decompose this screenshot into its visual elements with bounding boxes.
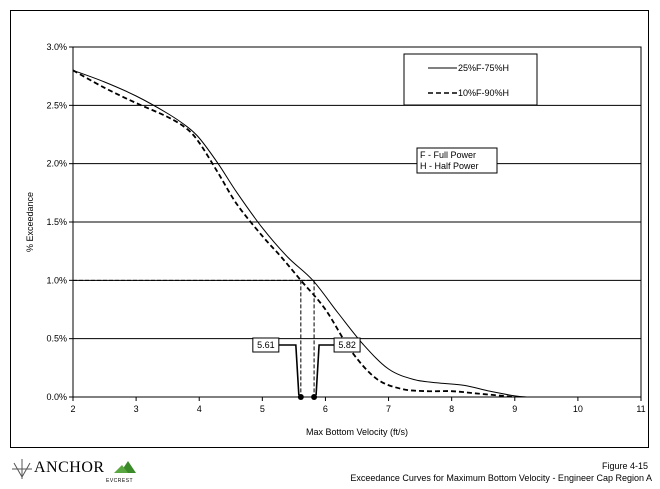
y-tick-label: 0.0%	[46, 392, 67, 402]
value-label-leader	[278, 344, 300, 396]
power-note: F - Full Power H - Half Power	[416, 147, 498, 174]
y-tick-label: 1.5%	[46, 217, 67, 227]
y-axis-title: % Exceedance	[25, 192, 35, 252]
x-tick-label: 5	[260, 404, 265, 414]
value-label-leader	[315, 344, 335, 396]
reference-marker	[297, 394, 304, 400]
y-tick-label: 3.0%	[46, 42, 67, 52]
x-tick-label: 2	[70, 404, 75, 414]
anchor-logo	[12, 459, 136, 479]
x-tick-label: 10	[573, 404, 583, 414]
series-layer	[72, 69, 528, 398]
x-tick-label: 6	[323, 404, 328, 414]
reference-marker	[311, 394, 318, 400]
tick-layer: 0.0% 0.5% 1.0% 1.5% 2.0% 2.5% 3.0% 2 3 4 5 6 7 8 9 10 11	[46, 42, 645, 414]
legend: 25%F-75%H 10%F-90%H	[403, 53, 538, 106]
y-tick-label: 0.5%	[46, 334, 67, 344]
legend-label-series-2: 10%F-90%H	[458, 88, 509, 98]
evcrest-mountain-icon	[114, 461, 136, 473]
power-note-box	[416, 147, 498, 174]
power-note-line-1: F - Full Power	[420, 150, 476, 160]
grid-layer	[73, 46, 641, 398]
x-tick-label: 3	[134, 404, 139, 414]
y-tick-label: 2.5%	[46, 100, 67, 110]
evcrest-logo-text: EVCREST	[106, 478, 134, 484]
value-label-text: 5.82	[338, 340, 356, 350]
x-tick-label: 7	[386, 404, 391, 414]
series-line-1	[72, 69, 528, 398]
x-tick-label: 4	[197, 404, 202, 414]
chart-frame: 0.0% 0.5% 1.0% 1.5% 2.0% 2.5% 3.0% 2 3 4 5 6 7 8 9 10 11…	[10, 10, 649, 448]
figure-caption: Exceedance Curves for Maximum Bottom Vel…	[350, 473, 652, 483]
chart-svg: 0.0% 0.5% 1.0% 1.5% 2.0% 2.5% 3.0% 2 3 4 5 6 7 8 9 10 11…	[25, 42, 646, 437]
legend-label-series-1: 25%F-75%H	[458, 63, 509, 73]
reference-lines	[73, 279, 315, 397]
y-tick-label: 1.0%	[46, 275, 67, 285]
y-tick-label: 2.0%	[46, 159, 67, 169]
figure-number: Figure 4-15	[601, 461, 648, 471]
annotation-layer: 5.61 5.82	[252, 337, 361, 400]
x-tick-label: 11	[636, 404, 645, 414]
anchor-logo-text: ANCHOR	[34, 459, 105, 476]
legend-box	[403, 53, 538, 106]
x-tick-label: 8	[449, 404, 454, 414]
value-label-text: 5.61	[257, 340, 275, 350]
series-line-2	[72, 69, 515, 398]
x-axis-title: Max Bottom Velocity (ft/s)	[306, 427, 408, 437]
x-tick-label: 9	[512, 404, 517, 414]
anchor-logo-mark	[12, 459, 32, 479]
power-note-line-2: H - Half Power	[420, 161, 479, 171]
